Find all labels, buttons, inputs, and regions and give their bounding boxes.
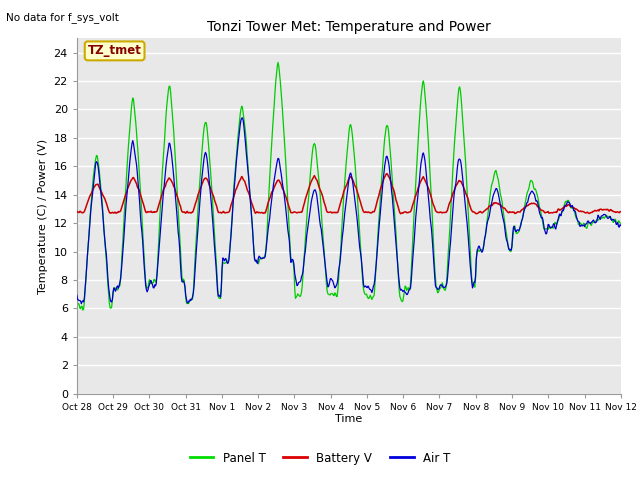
Panel T: [195, 196, 202, 202]
Air T: [73, 292, 81, 298]
Text: TZ_tmet: TZ_tmet: [88, 44, 141, 58]
Battery V: [397, 211, 404, 216]
Panel T: [617, 220, 625, 226]
Air T: [433, 285, 440, 290]
Air T: [84, 252, 92, 258]
Panel T: [433, 284, 440, 290]
Line: Panel T: Panel T: [77, 62, 621, 310]
Air T: [417, 167, 424, 173]
Air T: [140, 250, 147, 256]
Air T: [77, 301, 85, 307]
Battery V: [73, 208, 81, 214]
Line: Battery V: Battery V: [77, 174, 621, 214]
Battery V: [194, 192, 202, 198]
Panel T: [223, 259, 231, 264]
Air T: [239, 115, 246, 121]
X-axis label: Time: Time: [335, 414, 362, 424]
Title: Tonzi Tower Met: Temperature and Power: Tonzi Tower Met: Temperature and Power: [207, 21, 491, 35]
Y-axis label: Temperature (C) / Power (V): Temperature (C) / Power (V): [38, 138, 48, 294]
Battery V: [417, 180, 424, 185]
Battery V: [617, 209, 625, 215]
Line: Air T: Air T: [77, 118, 621, 304]
Panel T: [140, 241, 147, 247]
Panel T: [84, 254, 92, 260]
Air T: [223, 261, 231, 266]
Panel T: [274, 60, 282, 65]
Panel T: [73, 300, 81, 306]
Air T: [195, 216, 202, 222]
Battery V: [223, 209, 230, 215]
Panel T: [79, 307, 86, 313]
Battery V: [83, 202, 90, 208]
Legend: Panel T, Battery V, Air T: Panel T, Battery V, Air T: [185, 447, 455, 469]
Panel T: [417, 104, 424, 110]
Battery V: [433, 209, 440, 215]
Air T: [617, 222, 625, 228]
Text: No data for f_sys_volt: No data for f_sys_volt: [6, 12, 119, 23]
Battery V: [139, 199, 147, 204]
Battery V: [383, 171, 391, 177]
